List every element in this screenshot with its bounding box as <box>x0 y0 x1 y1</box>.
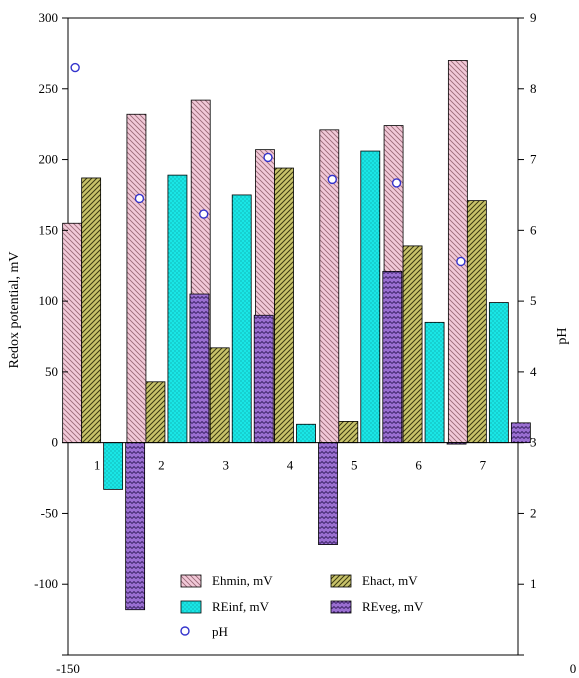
category-label-7: 7 <box>480 458 487 473</box>
bar-reinf-3 <box>231 194 252 444</box>
legend-marker-ph <box>180 626 190 636</box>
left-tick-label-100: 100 <box>39 293 59 308</box>
category-label-3: 3 <box>222 458 229 473</box>
right-tick-label-2: 2 <box>530 505 537 520</box>
bars-layer <box>62 60 531 611</box>
ph-point-2 <box>134 193 145 204</box>
right-tick-label-8: 8 <box>530 81 537 96</box>
y-axis-left-title: Redox potential, mV <box>7 251 22 368</box>
right-tick-label-4: 4 <box>530 364 537 379</box>
bar-ehact-4 <box>274 167 294 444</box>
category-label-6: 6 <box>415 458 422 473</box>
legend-swatch-reinf <box>180 600 202 614</box>
ph-point-3 <box>199 209 209 219</box>
bar-reveg-5 <box>382 270 403 444</box>
left-tick-label-200: 200 <box>39 152 59 167</box>
legend-label-ph: pH <box>212 624 228 639</box>
y-axis-right-title: pH <box>555 327 570 344</box>
category-label-1: 1 <box>94 458 101 473</box>
legend-label-reveg: REveg, mV <box>362 599 424 614</box>
legend-label-reinf: REinf, mV <box>212 599 270 614</box>
ph-point-4 <box>263 152 273 163</box>
right-tick-label-0: 0 <box>570 661 577 676</box>
bar-reinf-4 <box>296 423 316 444</box>
bar-reveg-4 <box>318 442 338 545</box>
bar-ehmin-1 <box>62 222 83 444</box>
legend-box <box>150 565 468 645</box>
bar-reinf-7 <box>488 302 509 444</box>
category-label-2: 2 <box>158 458 165 473</box>
bar-ehact-6 <box>402 245 423 444</box>
left-tick-label-250: 250 <box>39 81 59 96</box>
bar-reveg-3 <box>253 314 274 444</box>
legend-swatch-reveg <box>330 600 352 614</box>
left-tick-label-300: 300 <box>39 10 59 25</box>
right-tick-label-7: 7 <box>530 152 537 167</box>
bar-reveg-7 <box>510 422 531 444</box>
left-tick-label--100: -100 <box>34 576 58 591</box>
left-tick-label--150: -150 <box>56 661 80 676</box>
right-axis: 9 8 7 6 5 4 3 2 1 0 <box>518 10 576 676</box>
right-tick-label-6: 6 <box>530 222 537 237</box>
legend: Ehmin, mV Ehact, mV REinf, mV REveg, mV … <box>150 565 468 645</box>
ph-point-5 <box>327 174 337 185</box>
legend-swatch-ehact <box>330 574 352 588</box>
left-tick-label-50: 50 <box>45 364 58 379</box>
bar-ehmin-7 <box>447 60 468 444</box>
ph-markers-layer <box>70 62 466 267</box>
bar-ehmin-2 <box>126 113 147 444</box>
right-tick-label-3: 3 <box>530 435 537 450</box>
bar-ehact-7 <box>466 200 487 444</box>
bar-reveg-2 <box>189 293 210 444</box>
left-tick-label-0: 0 <box>52 435 59 450</box>
bar-reveg-1 <box>125 442 146 611</box>
left-axis: 300 250 200 150 100 50 0 -50 -100 -150 <box>34 10 80 676</box>
bar-reinf-2 <box>167 174 188 444</box>
bar-reinf-5 <box>360 150 381 444</box>
legend-label-ehact: Ehact, mV <box>362 573 418 588</box>
left-tick-label--50: -50 <box>41 505 58 520</box>
bar-reinf-6 <box>424 321 445 444</box>
right-tick-label-5: 5 <box>530 293 537 308</box>
category-label-5: 5 <box>351 458 358 473</box>
category-labels: 1 2 3 4 5 6 7 <box>94 458 487 473</box>
ph-point-1 <box>70 62 80 73</box>
left-tick-label-150: 150 <box>39 222 59 237</box>
bar-ehact-2 <box>145 381 166 444</box>
right-tick-label-1: 1 <box>530 576 537 591</box>
bar-ehact-3 <box>209 347 230 444</box>
right-tick-label-9: 9 <box>530 10 537 25</box>
ph-point-6 <box>391 178 402 188</box>
bar-reinf-1 <box>103 442 124 490</box>
category-label-4: 4 <box>287 458 294 473</box>
bar-ehact-5 <box>338 421 359 444</box>
legend-swatch-ehmin <box>180 574 202 588</box>
ph-point-7 <box>456 256 466 267</box>
legend-label-ehmin: Ehmin, mV <box>212 573 273 588</box>
bar-ehact-1 <box>81 177 102 444</box>
